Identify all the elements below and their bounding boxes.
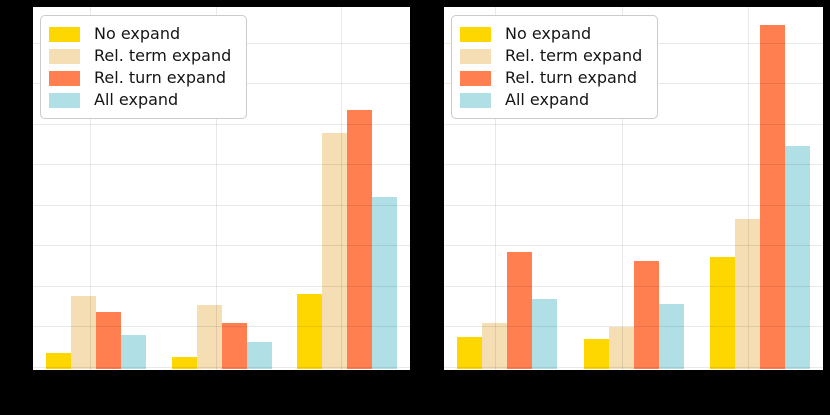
h-gridline (444, 245, 823, 247)
v-gridline (748, 7, 749, 370)
bar-series2-group2 (609, 327, 634, 369)
v-gridline (495, 7, 496, 370)
bar-series3-group3 (760, 25, 785, 369)
legend-item: Rel. turn expand (49, 67, 231, 89)
legend-item: No expand (49, 23, 231, 45)
v-gridline (341, 7, 342, 370)
h-gridline (33, 367, 410, 368)
bar-series4-group3 (785, 146, 810, 369)
v-gridline (216, 7, 217, 370)
h-gridline (33, 285, 410, 287)
legend-item: All expand (460, 89, 642, 111)
h-gridline (444, 367, 823, 368)
h-gridline (33, 164, 410, 166)
bar-series2-group2 (197, 304, 222, 369)
right-bar-chart: No expand Rel. term expand Rel. turn expan… (444, 7, 823, 370)
h-gridline (33, 245, 410, 247)
bar-series2-group3 (322, 132, 347, 369)
legend-swatch-icon (460, 92, 491, 108)
legend-item: Rel. turn expand (460, 67, 642, 89)
bar-series3-group3 (347, 110, 372, 369)
bar-series4-group2 (247, 341, 272, 369)
legend-swatch-icon (49, 26, 80, 42)
legend-label: All expand (505, 90, 590, 109)
h-gridline (444, 285, 823, 287)
bar-series1-group3 (710, 256, 735, 369)
v-gridline (90, 7, 91, 370)
bar-series2-group1 (482, 322, 507, 369)
bar-series1-group1 (46, 353, 71, 369)
left-bar-chart: No expand Rel. term expand Rel. turn expan… (33, 7, 410, 370)
legend-item: Rel. term expand (49, 45, 231, 67)
legend-label: Rel. turn expand (94, 68, 227, 87)
legend-swatch-icon (460, 70, 491, 86)
h-gridline (444, 123, 823, 125)
legend-label: Rel. term expand (94, 46, 232, 65)
legend-label: No expand (94, 24, 181, 43)
h-gridline (444, 204, 823, 206)
legend-swatch-icon (49, 92, 80, 108)
v-gridline (622, 7, 623, 370)
h-gridline (33, 123, 410, 125)
h-gridline (33, 326, 410, 328)
bar-series3-group2 (222, 322, 247, 369)
bar-series3-group1 (507, 252, 532, 369)
bar-series4-group1 (532, 299, 557, 369)
bar-series1-group2 (584, 338, 609, 369)
bar-series2-group1 (71, 296, 96, 369)
bar-series4-group2 (659, 303, 684, 369)
bar-series4-group1 (121, 334, 146, 369)
bar-series1-group1 (457, 337, 482, 369)
legend-swatch-icon (460, 26, 491, 42)
legend-label: Rel. term expand (505, 46, 643, 65)
bar-series3-group1 (96, 311, 121, 369)
legend-label: No expand (505, 24, 592, 43)
legend-swatch-icon (49, 70, 80, 86)
legend: No expand Rel. term expand Rel. turn expan… (451, 15, 659, 119)
bar-series2-group3 (735, 218, 760, 369)
h-gridline (444, 326, 823, 328)
legend-item: No expand (460, 23, 642, 45)
legend-swatch-icon (49, 48, 80, 64)
h-gridline (444, 164, 823, 166)
h-gridline (33, 204, 410, 206)
legend-item: All expand (49, 89, 231, 111)
bar-series3-group2 (634, 260, 659, 369)
legend-label: Rel. turn expand (505, 68, 638, 87)
bar-series1-group3 (297, 293, 322, 369)
bar-series1-group2 (172, 356, 197, 369)
legend-label: All expand (94, 90, 179, 109)
legend-swatch-icon (460, 48, 491, 64)
legend-item: Rel. term expand (460, 45, 642, 67)
legend: No expand Rel. term expand Rel. turn expan… (40, 15, 248, 119)
bar-series4-group3 (372, 196, 397, 369)
